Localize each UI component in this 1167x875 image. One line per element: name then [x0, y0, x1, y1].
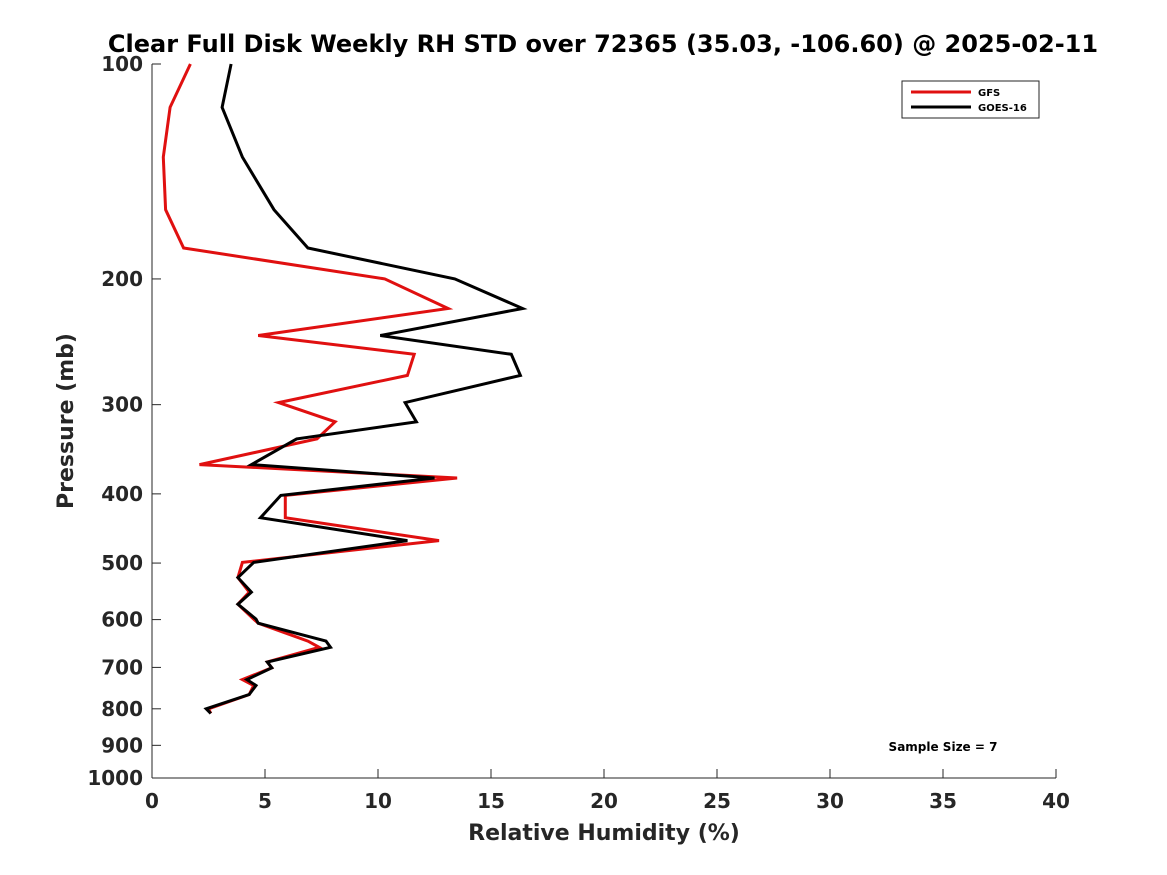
- y-tick-label: 1000: [87, 766, 143, 790]
- x-tick-label: 25: [703, 789, 731, 813]
- x-tick-label: 40: [1042, 789, 1070, 813]
- legend-label-goes-16: GOES-16: [978, 103, 1027, 114]
- series-group: [161, 63, 528, 715]
- x-axis-label: Relative Humidity (%): [468, 821, 740, 846]
- legend: GFS GOES-16: [901, 80, 1040, 119]
- x-tick-label: 10: [364, 789, 392, 813]
- y-tick-label: 900: [101, 733, 143, 757]
- sample-size-annotation: Sample Size = 7: [889, 740, 998, 754]
- x-tick-label: 35: [929, 789, 957, 813]
- y-tick-label: 200: [101, 267, 143, 291]
- y-tick-label: 800: [101, 697, 143, 721]
- y-tick-label: 700: [101, 655, 143, 679]
- y-axis-ticks: 100 200 300 400 500 600 700 800 900 1000: [87, 52, 161, 790]
- legend-box: [901, 80, 1040, 119]
- y-axis-label: Pressure (mb): [54, 333, 79, 509]
- y-tick-label: 500: [101, 551, 143, 575]
- legend-label-gfs: GFS: [978, 88, 1000, 99]
- y-tick-label: 100: [101, 52, 143, 76]
- y-tick-label: 300: [101, 393, 143, 417]
- x-tick-label: 15: [477, 789, 505, 813]
- x-axis-ticks: 0 5 10 15 20 25 30 35 40: [145, 769, 1070, 813]
- series-line-gfs: [161, 63, 458, 715]
- x-tick-label: 0: [145, 789, 159, 813]
- x-tick-label: 5: [258, 789, 272, 813]
- x-tick-label: 30: [816, 789, 844, 813]
- axes: [151, 64, 1056, 779]
- chart-title: Clear Full Disk Weekly RH STD over 72365…: [108, 30, 1098, 58]
- y-tick-label: 400: [101, 482, 143, 506]
- y-tick-label: 600: [101, 608, 143, 632]
- x-tick-label: 20: [590, 789, 618, 813]
- series-line-goes-16: [203, 63, 528, 715]
